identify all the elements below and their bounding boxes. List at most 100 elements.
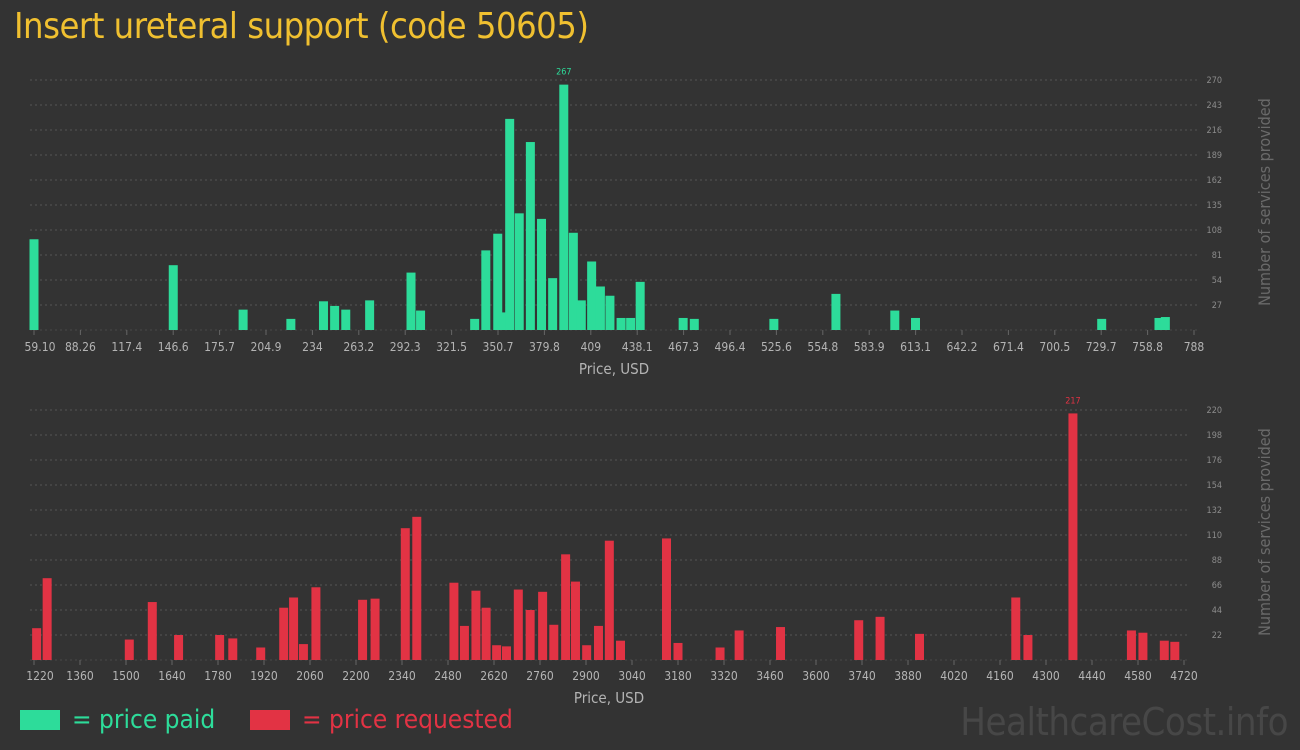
page-title: Insert ureteral support (code 50605) <box>14 6 589 47</box>
x-tick-label: 2480 <box>434 669 462 683</box>
bar <box>505 118 515 330</box>
bar <box>298 644 308 660</box>
bar <box>875 616 885 660</box>
bar <box>412 516 422 660</box>
x-tick-label: 4160 <box>986 669 1014 683</box>
bar <box>1126 630 1136 660</box>
bar <box>715 647 725 660</box>
x-tick-label: 292.3 <box>390 340 421 354</box>
bar <box>365 300 375 330</box>
y-tick-label: 81 <box>1212 251 1222 261</box>
y-tick-label: 162 <box>1207 176 1222 186</box>
x-tick-label: 1920 <box>250 669 278 683</box>
bar <box>514 213 524 330</box>
bar <box>689 318 699 330</box>
x-tick-label: 438.1 <box>622 340 653 354</box>
bar <box>471 590 481 660</box>
y-tick-label: 108 <box>1207 226 1222 236</box>
bar <box>215 635 225 660</box>
bar <box>416 310 426 330</box>
x-tick-label: 321.5 <box>436 340 467 354</box>
x-tick-label: 1640 <box>158 669 186 683</box>
bar <box>513 589 523 660</box>
bar <box>525 610 535 660</box>
x-tick-label: 467.3 <box>668 340 699 354</box>
bar <box>734 630 744 660</box>
bar <box>499 312 509 330</box>
x-tick-label: 3040 <box>618 669 646 683</box>
bar <box>568 232 578 330</box>
x-tick-label: 117.4 <box>111 340 142 354</box>
bar <box>493 233 503 330</box>
x-tick-label: 729.7 <box>1086 340 1117 354</box>
bar <box>42 578 52 660</box>
bar <box>616 317 626 330</box>
bar <box>238 309 248 330</box>
bar <box>1160 317 1170 330</box>
bar <box>616 640 625 660</box>
bar <box>769 318 779 330</box>
bar <box>481 250 491 330</box>
x-tick-label: 3880 <box>894 669 922 683</box>
x-tick-label: 3600 <box>802 669 830 683</box>
bar <box>147 602 157 660</box>
x-axis-title: Price, USD <box>579 360 649 378</box>
bar <box>256 647 266 660</box>
bar <box>831 293 841 330</box>
x-tick-label: 88.26 <box>65 340 96 354</box>
x-tick-label: 204.9 <box>251 340 282 354</box>
legend-swatch-paid <box>20 710 60 730</box>
bar <box>501 646 511 660</box>
bar <box>32 628 42 660</box>
bar <box>626 317 636 330</box>
y-tick-label: 54 <box>1212 276 1222 286</box>
y-tick-label: 216 <box>1207 126 1222 136</box>
x-tick-label: 4440 <box>1078 669 1106 683</box>
x-tick-label: 2900 <box>572 669 600 683</box>
x-tick-label: 2200 <box>342 669 370 683</box>
bar <box>538 591 548 660</box>
bar <box>662 538 671 660</box>
x-tick-label: 1780 <box>204 669 232 683</box>
bar <box>406 272 416 330</box>
y-tick-label: 110 <box>1207 531 1222 541</box>
x-tick-label: 2760 <box>526 669 554 683</box>
legend-swatch-requested <box>250 710 290 730</box>
bar <box>776 627 786 660</box>
x-tick-label: 583.9 <box>854 340 885 354</box>
bar <box>470 318 480 330</box>
x-tick-label: 263.2 <box>343 340 374 354</box>
y-tick-label: 132 <box>1207 506 1222 516</box>
y-axis-title: Number of services provided <box>1255 428 1274 636</box>
bar <box>915 633 924 660</box>
bar <box>492 645 502 660</box>
y-tick-label: 198 <box>1207 431 1222 441</box>
x-tick-label: 4300 <box>1032 669 1060 683</box>
y-tick-label: 88 <box>1212 556 1222 566</box>
bar <box>1068 413 1078 660</box>
bar <box>318 301 328 330</box>
x-tick-label: 671.4 <box>993 340 1024 354</box>
y-tick-label: 243 <box>1207 101 1222 111</box>
bar <box>604 540 614 660</box>
legend-price-paid: = price paid <box>20 705 215 735</box>
x-tick-label: 175.7 <box>204 340 235 354</box>
bar <box>854 620 864 660</box>
x-tick-label: 59.10 <box>25 340 56 354</box>
bar <box>1159 640 1169 660</box>
x-tick-label: 496.4 <box>715 340 746 354</box>
bar <box>168 265 178 330</box>
x-tick-label: 613.1 <box>900 340 931 354</box>
bar <box>1138 632 1148 660</box>
bar <box>673 642 683 660</box>
x-tick-label: 554.8 <box>807 340 838 354</box>
bar <box>595 286 605 330</box>
peak-value-label: 267 <box>556 68 571 78</box>
x-tick-label: 379.8 <box>529 340 560 354</box>
x-axis-title: Price, USD <box>574 689 644 707</box>
x-tick-label: 3180 <box>664 669 692 683</box>
watermark-logo: HealthcareCost.info <box>960 700 1288 744</box>
bar <box>1097 318 1107 330</box>
bar <box>635 281 645 330</box>
x-tick-label: 1500 <box>112 669 140 683</box>
